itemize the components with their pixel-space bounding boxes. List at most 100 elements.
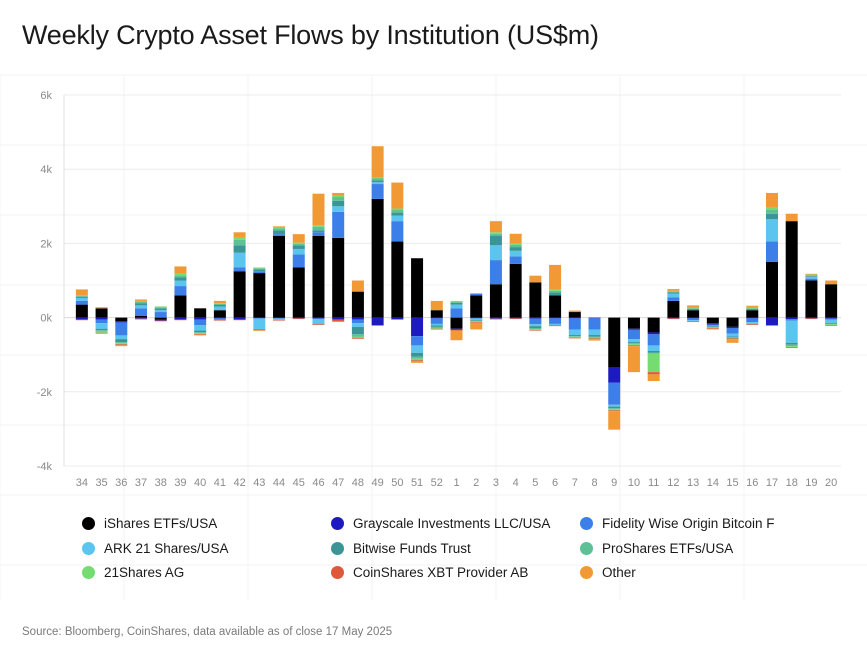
bar-segment <box>411 352 424 357</box>
bar-segment <box>588 317 601 319</box>
bar-segment <box>470 318 483 320</box>
bar-segment <box>785 213 798 222</box>
bar-segment <box>351 338 364 339</box>
x-tick-label: 9 <box>611 477 617 489</box>
bar-segment <box>213 300 226 304</box>
bar-segment <box>529 326 542 328</box>
x-tick-label: 51 <box>411 477 423 489</box>
bar-segment <box>154 317 167 320</box>
bar-segment <box>509 250 522 257</box>
bar-segment <box>273 227 286 229</box>
bar-segment <box>174 295 187 318</box>
bar-segment <box>273 317 286 319</box>
bar-segment <box>75 296 88 298</box>
bar-segment <box>765 213 778 220</box>
bar-segment <box>470 293 483 296</box>
bar-segment <box>608 406 621 409</box>
bar-segment <box>627 346 640 373</box>
x-tick-label: 52 <box>431 477 443 489</box>
x-tick-label: 38 <box>155 477 167 489</box>
bar-segment <box>746 310 759 318</box>
x-tick-label: 46 <box>312 477 324 489</box>
x-tick-label: 49 <box>372 477 384 489</box>
x-tick-label: 3 <box>493 477 499 489</box>
bar-segment <box>489 317 502 319</box>
bar-segment <box>450 330 463 341</box>
bar-segment <box>647 374 660 382</box>
bar-segment <box>529 318 542 325</box>
bar-segment <box>253 273 266 318</box>
bar-segment <box>75 300 88 305</box>
bar-segment <box>135 302 148 304</box>
bar-segment <box>430 300 443 311</box>
bar-segment <box>726 327 739 334</box>
bar-segment <box>411 358 424 361</box>
bar-segment <box>312 235 325 318</box>
bar-segment <box>568 310 581 313</box>
bar-segment <box>135 318 148 320</box>
bar-segment <box>135 315 148 318</box>
bar-segment <box>825 317 838 319</box>
bar-segment <box>351 319 364 324</box>
bar-segment <box>95 328 108 331</box>
x-tick-label: 13 <box>687 477 699 489</box>
bar-segment <box>588 335 601 337</box>
bar-segment <box>253 329 266 331</box>
x-tick-label: 44 <box>273 477 285 489</box>
bar-segment <box>746 305 759 308</box>
bar-segment <box>95 331 108 333</box>
bar-segment <box>351 291 364 318</box>
bar-segment <box>647 334 660 346</box>
bar-segment <box>450 301 463 303</box>
bar-segment <box>115 339 128 343</box>
bar-segment <box>470 320 483 322</box>
bar-segment <box>647 350 660 353</box>
bar-segment <box>233 317 246 320</box>
bar-segment <box>75 297 88 301</box>
bar-segment <box>95 323 108 329</box>
bar-segment <box>391 208 404 211</box>
bar-segment <box>194 333 207 334</box>
bar-segment <box>194 330 207 333</box>
bar-segment <box>154 312 167 318</box>
bar-segment <box>273 319 286 321</box>
bar-segment <box>292 234 305 243</box>
bar-segment <box>312 324 325 326</box>
bar-segment <box>825 323 838 325</box>
bar-segment <box>805 273 818 275</box>
bar-segment <box>194 333 207 335</box>
bar-segment <box>529 329 542 330</box>
bar-segment <box>627 339 640 343</box>
bar-segment <box>233 239 246 246</box>
bar-segment <box>312 232 325 236</box>
bar-segment <box>95 307 108 309</box>
bar-segment <box>154 307 167 309</box>
x-tick-label: 16 <box>746 477 758 489</box>
bar-segment <box>765 209 778 214</box>
bar-segment <box>667 317 680 319</box>
bar-segment <box>332 195 345 198</box>
bar-segment <box>706 326 719 328</box>
y-tick-label: -2k <box>37 387 53 399</box>
bar-segment <box>726 337 739 339</box>
bar-segment <box>273 230 286 235</box>
bar-segment <box>351 336 364 339</box>
bar-segment <box>371 184 384 199</box>
bar-segment <box>332 237 345 318</box>
source-note: Source: Bloomberg, CoinShares, data avai… <box>22 626 393 638</box>
bar-segment <box>627 344 640 346</box>
bar-segment <box>825 324 838 326</box>
bar-segment <box>194 334 207 336</box>
bar-segment <box>489 232 502 234</box>
bar-segment <box>194 308 207 318</box>
bar-segment <box>489 284 502 318</box>
bar-segment <box>233 271 246 318</box>
bar-segment <box>805 276 818 279</box>
bar-segment <box>608 317 621 368</box>
bar-segment <box>411 317 424 337</box>
bar-segment <box>746 318 759 323</box>
bar-segment <box>430 310 443 318</box>
bar-segment <box>273 318 286 320</box>
bar-segment <box>647 345 660 351</box>
bar-segment <box>706 323 719 325</box>
